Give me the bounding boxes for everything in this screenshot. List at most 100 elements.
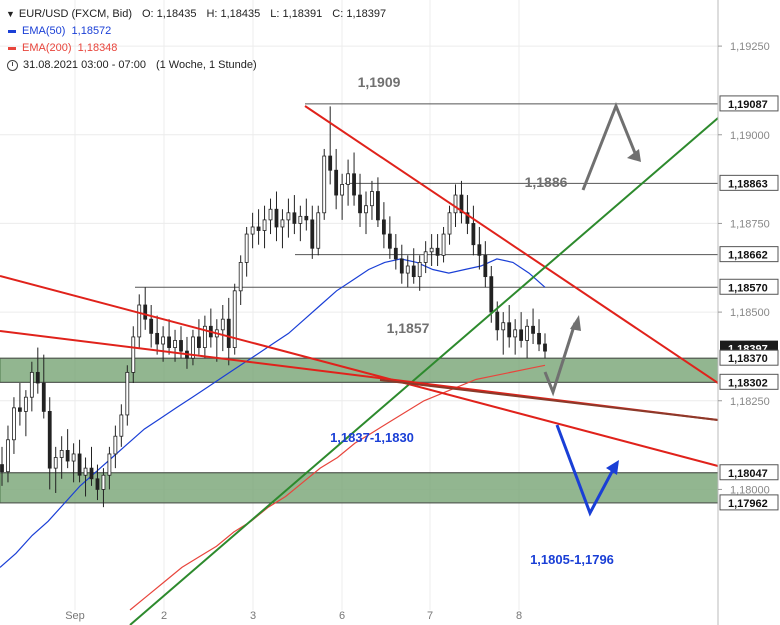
candle-12[interactable]: [71, 443, 76, 483]
candle-35[interactable]: [208, 308, 213, 348]
candle-40[interactable]: [238, 255, 243, 305]
candle-46[interactable]: [274, 191, 279, 242]
candle-53[interactable]: [316, 205, 321, 256]
candle-34[interactable]: [202, 315, 207, 359]
candle-36[interactable]: [214, 319, 219, 362]
candle-58[interactable]: [346, 159, 350, 206]
candle-29[interactable]: [173, 329, 177, 362]
candle-23[interactable]: [137, 294, 142, 348]
candle-91[interactable]: [543, 333, 547, 359]
candle-15[interactable]: [89, 446, 94, 486]
candle-72[interactable]: [429, 234, 434, 266]
candle-27[interactable]: [161, 326, 166, 362]
candle-43[interactable]: [256, 209, 261, 245]
candle-79[interactable]: [471, 205, 476, 256]
candle-85[interactable]: [507, 305, 512, 348]
candle-55[interactable]: [328, 106, 333, 185]
candle-38[interactable]: [226, 297, 231, 366]
candle-0[interactable]: [0, 446, 4, 486]
candle-86[interactable]: [513, 319, 518, 355]
candle-51[interactable]: [304, 198, 309, 231]
candle-47[interactable]: [280, 209, 285, 249]
candle-90[interactable]: [537, 319, 541, 352]
candle-49[interactable]: [292, 195, 297, 235]
candle-77[interactable]: [459, 180, 464, 224]
candle-body-37: [220, 318, 225, 331]
candle-22[interactable]: [131, 326, 136, 384]
candle-62[interactable]: [370, 180, 374, 220]
candle-8[interactable]: [47, 397, 52, 490]
candle-73[interactable]: [435, 234, 440, 266]
candle-6[interactable]: [35, 347, 40, 394]
candle-7[interactable]: [41, 354, 46, 419]
candle-48[interactable]: [286, 198, 291, 238]
candles[interactable]: [0, 106, 547, 508]
candle-87[interactable]: [519, 312, 524, 348]
candle-80[interactable]: [477, 226, 482, 270]
candle-21[interactable]: [125, 365, 130, 426]
candle-50[interactable]: [298, 205, 303, 242]
candle-65[interactable]: [387, 216, 392, 259]
legend-ema50-row[interactable]: EMA(50) 1,18572: [6, 23, 386, 40]
candle-4[interactable]: [23, 390, 28, 437]
candle-67[interactable]: [399, 244, 404, 284]
candle-11[interactable]: [65, 429, 70, 469]
candle-13[interactable]: [77, 439, 82, 483]
candle-5[interactable]: [29, 361, 34, 412]
candle-61[interactable]: [364, 191, 368, 235]
candle-70[interactable]: [417, 255, 422, 291]
candle-75[interactable]: [447, 205, 452, 245]
candle-57[interactable]: [340, 173, 345, 220]
candle-54[interactable]: [322, 148, 327, 220]
candle-20[interactable]: [119, 404, 124, 447]
candle-37[interactable]: [220, 305, 225, 352]
candle-body-83: [495, 311, 500, 331]
candle-45[interactable]: [268, 198, 273, 235]
candle-9[interactable]: [53, 446, 58, 493]
chevron-down-icon[interactable]: ▼: [6, 9, 15, 19]
candle-56[interactable]: [334, 148, 339, 210]
candle-10[interactable]: [59, 436, 64, 479]
candle-74[interactable]: [441, 226, 446, 263]
candle-88[interactable]: [525, 319, 529, 359]
candle-39[interactable]: [232, 283, 237, 355]
annotation-0: 1,1909: [358, 74, 401, 90]
candle-76[interactable]: [453, 184, 458, 227]
candle-66[interactable]: [393, 234, 398, 270]
candle-60[interactable]: [358, 173, 362, 227]
candle-41[interactable]: [244, 226, 249, 277]
candle-25[interactable]: [149, 305, 154, 348]
level-box-4: [719, 349, 779, 366]
candle-52[interactable]: [310, 205, 315, 259]
candle-71[interactable]: [423, 241, 428, 274]
candle-1[interactable]: [6, 425, 10, 483]
candle-24[interactable]: [143, 287, 148, 330]
candle-28[interactable]: [167, 319, 171, 355]
candle-body-43: [256, 226, 261, 231]
candle-17[interactable]: [101, 468, 106, 508]
level-box-2: [719, 246, 779, 263]
candle-84[interactable]: [501, 312, 506, 355]
candle-2[interactable]: [12, 397, 16, 454]
ema50-value: 1,18572: [71, 25, 112, 37]
candle-44[interactable]: [262, 205, 267, 249]
candle-19[interactable]: [113, 425, 118, 469]
candle-16[interactable]: [95, 464, 100, 501]
candle-63[interactable]: [376, 177, 380, 227]
candle-32[interactable]: [191, 329, 195, 366]
candle-89[interactable]: [531, 308, 535, 345]
candle-18[interactable]: [107, 446, 112, 490]
candle-59[interactable]: [352, 152, 356, 206]
candle-81[interactable]: [483, 241, 488, 288]
candle-33[interactable]: [197, 319, 201, 355]
legend-ema200-row[interactable]: EMA(200) 1,18348: [6, 40, 386, 57]
candle-26[interactable]: [155, 315, 160, 355]
candle-64[interactable]: [381, 202, 386, 249]
candle-3[interactable]: [18, 383, 22, 426]
candle-14[interactable]: [83, 457, 88, 497]
candle-42[interactable]: [250, 212, 255, 249]
candle-68[interactable]: [405, 255, 410, 288]
time-tick-label-5: 8: [516, 610, 522, 622]
candle-69[interactable]: [411, 248, 416, 284]
